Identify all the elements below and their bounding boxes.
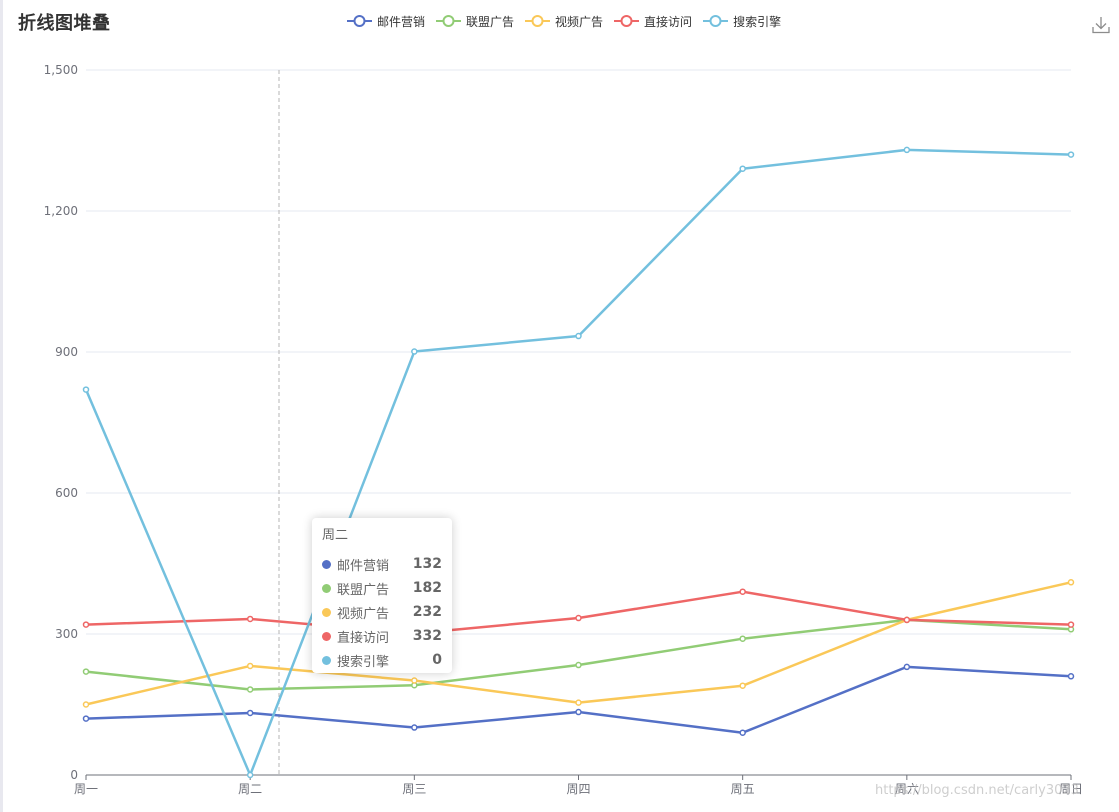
- data-point: [575, 661, 582, 669]
- watermark: https://blog.csdn.net/carly3023: [875, 783, 1079, 798]
- data-point: [739, 165, 746, 172]
- data-point: [739, 729, 746, 736]
- x-tick-label: 周日: [1059, 782, 1083, 796]
- data-point: [1067, 579, 1075, 586]
- data-point: [739, 635, 746, 642]
- data-point: [411, 677, 418, 684]
- tooltip-series-dot: [322, 655, 331, 665]
- legend-label: 搜索引擎: [733, 14, 782, 29]
- legend-item[interactable]: 直接访问: [614, 13, 692, 30]
- tooltip-series-name: 搜索引擎: [337, 654, 390, 670]
- chart-title: 折线图堆叠: [18, 13, 111, 34]
- tooltip-title: 周二: [322, 528, 349, 543]
- tooltip-series-name: 联盟广告: [337, 582, 390, 598]
- data-point: [575, 708, 582, 716]
- series-line: [85, 581, 1072, 706]
- data-point: [903, 146, 911, 154]
- y-tick-label: 600: [55, 486, 78, 500]
- data-point: [575, 699, 582, 706]
- x-tick-label: 周一: [74, 782, 98, 796]
- x-tick-label: 周三: [402, 782, 426, 796]
- data-point: [246, 709, 254, 717]
- tooltip-series-name: 直接访问: [337, 630, 390, 646]
- legend-label: 直接访问: [644, 14, 693, 29]
- legend-item[interactable]: 搜索引擎: [703, 13, 781, 30]
- series-line: [85, 618, 1072, 691]
- tooltip-series-dot: [322, 583, 331, 593]
- legend-item[interactable]: 视频广告: [525, 13, 603, 30]
- tooltip-series-dot: [322, 607, 331, 617]
- data-point: [82, 715, 90, 722]
- data-point: [575, 332, 582, 340]
- legend-marker-icon: [347, 15, 372, 27]
- page-edge: [0, 0, 3, 812]
- data-point: [411, 348, 418, 355]
- y-tick-label: 1,500: [44, 63, 78, 77]
- data-point: [1067, 621, 1075, 628]
- legend-label: 邮件营销: [377, 14, 426, 29]
- tooltip-row: 邮件营销 132: [322, 552, 442, 576]
- series-line: [84, 148, 1072, 777]
- tooltip-series-value: 332: [412, 628, 442, 644]
- tooltip-series-value: 0: [432, 652, 442, 668]
- tooltip: 周二 邮件营销 132 联盟广告 182 视频广告 232 直接访问 332 搜索引擎 0: [312, 518, 452, 673]
- legend-item[interactable]: 邮件营销: [347, 13, 425, 30]
- tooltip-row: 搜索引擎 0: [322, 648, 442, 672]
- data-point: [246, 771, 254, 779]
- data-point: [246, 615, 254, 623]
- x-tick-label: 周五: [731, 782, 755, 796]
- data-point: [739, 588, 746, 595]
- data-point: [246, 662, 254, 670]
- legend-marker-icon: [525, 15, 551, 27]
- tooltip-series-dot: [322, 631, 331, 641]
- legend-marker-icon: [614, 15, 640, 27]
- legend-label: 视频广告: [555, 14, 604, 29]
- tooltip-series-value: 232: [412, 604, 442, 620]
- data-point: [411, 724, 418, 731]
- data-point: [575, 614, 582, 622]
- data-point: [82, 386, 90, 393]
- y-tick-label: 1,200: [44, 204, 78, 218]
- legend-label: 联盟广告: [466, 14, 515, 29]
- data-point: [739, 682, 746, 689]
- y-tick-label: 0: [70, 768, 78, 782]
- tooltip-series-name: 邮件营销: [337, 558, 390, 574]
- data-point: [1067, 151, 1075, 158]
- x-tick-label: 周二: [238, 782, 262, 796]
- download-icon[interactable]: [1091, 15, 1111, 35]
- data-point: [82, 621, 90, 628]
- data-point: [903, 663, 911, 671]
- legend-item[interactable]: 联盟广告: [436, 13, 514, 30]
- tooltip-row: 视频广告 232: [322, 600, 442, 624]
- x-tick-label: 周六: [895, 782, 919, 796]
- data-point: [82, 668, 90, 675]
- chart-legend: 邮件营销 联盟广告 视频广告 直接访问 搜索引擎: [347, 11, 792, 31]
- series-line: [85, 590, 1072, 635]
- data-point: [246, 686, 254, 693]
- tooltip-series-name: 视频广告: [337, 606, 390, 622]
- legend-marker-icon: [436, 15, 462, 27]
- tooltip-series-dot: [322, 559, 331, 569]
- tooltip-series-value: 182: [412, 580, 442, 596]
- data-point: [1067, 673, 1075, 680]
- tooltip-row: 直接访问 332: [322, 624, 442, 648]
- legend-marker-icon: [703, 15, 729, 27]
- x-tick-label: 周四: [566, 782, 590, 796]
- data-point: [82, 701, 90, 708]
- y-tick-label: 900: [55, 345, 78, 359]
- tooltip-row: 联盟广告 182: [322, 576, 442, 600]
- tooltip-series-value: 132: [412, 556, 442, 572]
- y-tick-label: 300: [55, 627, 78, 641]
- data-point: [903, 616, 911, 624]
